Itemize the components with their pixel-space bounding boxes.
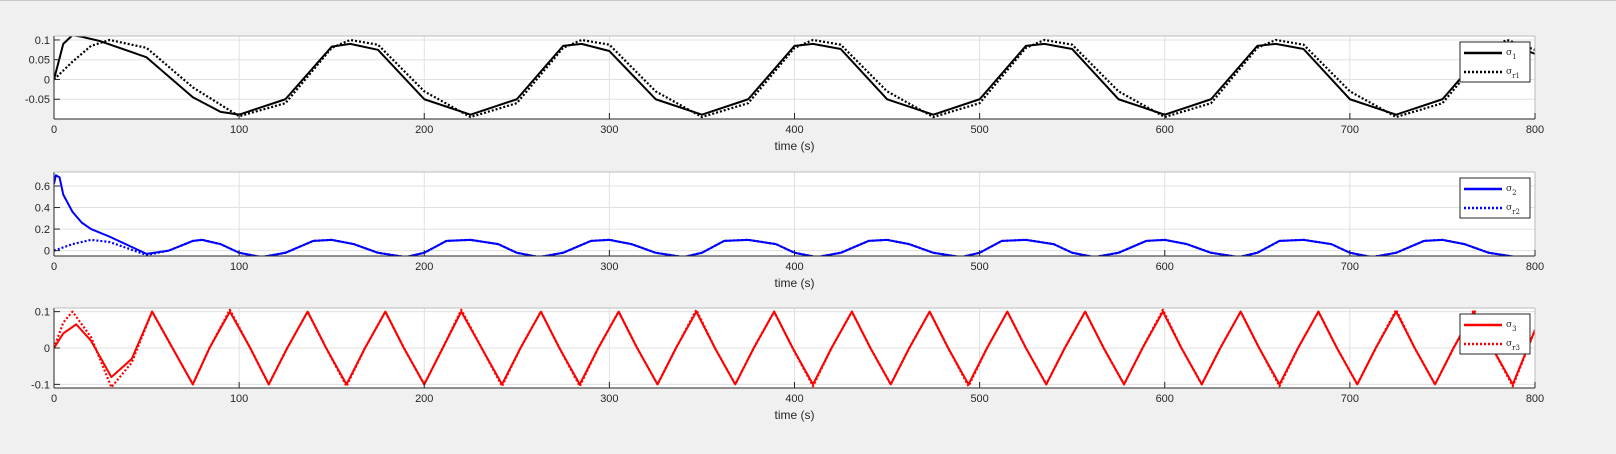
x-tick-label: 500	[970, 393, 988, 405]
y-tick-label: 0	[44, 343, 50, 355]
x-tick-label: 300	[600, 261, 618, 273]
x-tick-label: 200	[415, 261, 433, 273]
x-axis-title: time (s)	[775, 139, 815, 153]
x-tick-label: 0	[51, 393, 57, 405]
y-tick-label: 0.2	[35, 224, 50, 236]
x-tick-label: 600	[1156, 261, 1174, 273]
y-tick-label: -0.05	[25, 94, 50, 106]
x-axis-title: time (s)	[775, 408, 815, 422]
x-tick-label: 600	[1156, 393, 1174, 405]
x-tick-label: 800	[1526, 261, 1544, 273]
x-tick-label: 100	[230, 124, 248, 136]
x-tick-label: 300	[600, 393, 618, 405]
y-tick-label: -0.1	[31, 379, 50, 391]
y-tick-label: 0.6	[35, 181, 50, 193]
x-tick-label: 400	[785, 261, 803, 273]
x-tick-label: 200	[415, 393, 433, 405]
x-tick-label: 600	[1156, 124, 1174, 136]
subplot-1: 0 100 200 300 400 500 600 700 800 0.1 0.05 0 -0.05 ti…	[25, 35, 1544, 153]
subplot-2: 0 100 200 300 400 500 600 700 800 0.6 0.4 0.2 0 time …	[35, 172, 1544, 290]
x-tick-label: 0	[51, 261, 57, 273]
x-tick-label: 800	[1526, 124, 1544, 136]
plots: 0 100 200 300 400 500 600 700 800 0.1 0.05 0 -0.05 ti…	[25, 35, 1544, 422]
x-tick-label: 800	[1526, 393, 1544, 405]
x-tick-label: 700	[1341, 261, 1359, 273]
y-tick-label: 0.4	[35, 203, 50, 215]
x-tick-label: 0	[51, 124, 57, 136]
x-tick-label: 200	[415, 124, 433, 136]
x-tick-label: 300	[600, 124, 618, 136]
y-tick-label: 0.05	[29, 55, 50, 67]
x-tick-label: 500	[970, 124, 988, 136]
x-tick-label: 700	[1341, 393, 1359, 405]
y-tick-label: 0	[44, 74, 50, 86]
y-tick-label: 0.1	[35, 35, 50, 47]
x-axis-title: time (s)	[775, 276, 815, 290]
x-tick-label: 400	[785, 393, 803, 405]
x-tick-label: 500	[970, 261, 988, 273]
x-tick-label: 400	[785, 124, 803, 136]
x-tick-label: 700	[1341, 124, 1359, 136]
y-tick-label: 0.1	[35, 307, 50, 319]
x-tick-label: 100	[230, 393, 248, 405]
x-tick-label: 100	[230, 261, 248, 273]
y-tick-label: 0	[44, 246, 50, 258]
